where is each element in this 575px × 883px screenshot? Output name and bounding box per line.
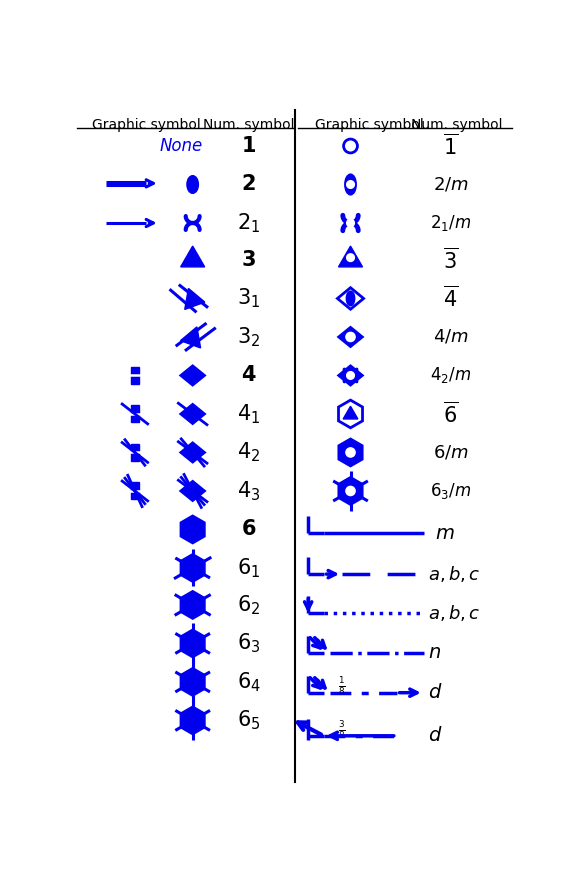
Text: $a,b,c$: $a,b,c$ bbox=[428, 602, 480, 623]
Polygon shape bbox=[181, 404, 205, 424]
Text: Graphic symbol: Graphic symbol bbox=[315, 118, 424, 132]
Polygon shape bbox=[181, 591, 205, 619]
Circle shape bbox=[347, 181, 354, 188]
Text: $6_2$: $6_2$ bbox=[237, 593, 260, 616]
Text: $6/m$: $6/m$ bbox=[433, 443, 469, 462]
Polygon shape bbox=[181, 481, 205, 501]
Text: $6_3$: $6_3$ bbox=[237, 631, 260, 655]
Polygon shape bbox=[185, 289, 205, 309]
Circle shape bbox=[346, 487, 355, 495]
Text: $4/m$: $4/m$ bbox=[433, 328, 469, 346]
Text: $d$: $d$ bbox=[428, 683, 442, 702]
Polygon shape bbox=[338, 366, 363, 386]
Polygon shape bbox=[339, 400, 362, 428]
Text: $m$: $m$ bbox=[435, 524, 455, 543]
Text: $6_4$: $6_4$ bbox=[237, 670, 261, 694]
Polygon shape bbox=[181, 706, 205, 735]
Bar bbox=[131, 444, 139, 461]
Text: $6_3/m$: $6_3/m$ bbox=[430, 481, 472, 501]
Text: $6_1$: $6_1$ bbox=[237, 556, 260, 580]
Text: $\frac{1}{8}$: $\frac{1}{8}$ bbox=[338, 675, 346, 698]
Bar bbox=[131, 482, 139, 500]
Polygon shape bbox=[181, 246, 205, 267]
Polygon shape bbox=[181, 668, 205, 696]
Text: $a,b,c$: $a,b,c$ bbox=[428, 564, 480, 585]
Text: $n$: $n$ bbox=[428, 643, 440, 662]
Circle shape bbox=[346, 332, 355, 342]
Polygon shape bbox=[343, 406, 358, 419]
Circle shape bbox=[347, 372, 354, 380]
Text: $4_2/m$: $4_2/m$ bbox=[430, 366, 472, 386]
Polygon shape bbox=[181, 327, 201, 348]
Text: $3_2$: $3_2$ bbox=[237, 325, 260, 349]
Polygon shape bbox=[181, 555, 205, 582]
Polygon shape bbox=[339, 439, 362, 466]
Polygon shape bbox=[338, 288, 363, 309]
Circle shape bbox=[347, 219, 354, 227]
Text: $\overline{6}$: $\overline{6}$ bbox=[443, 401, 458, 426]
Text: $d$: $d$ bbox=[428, 727, 442, 745]
Ellipse shape bbox=[187, 176, 198, 193]
Text: $2_1/m$: $2_1/m$ bbox=[430, 213, 472, 233]
Polygon shape bbox=[181, 366, 205, 386]
Polygon shape bbox=[181, 516, 205, 543]
Text: Num. symbol: Num. symbol bbox=[203, 118, 294, 132]
Text: None: None bbox=[159, 137, 203, 155]
Ellipse shape bbox=[345, 175, 356, 194]
Text: $\overline{4}$: $\overline{4}$ bbox=[443, 286, 458, 311]
Bar bbox=[131, 405, 139, 422]
Text: 3: 3 bbox=[242, 250, 256, 270]
Polygon shape bbox=[339, 477, 362, 505]
Text: 2: 2 bbox=[242, 175, 256, 194]
Polygon shape bbox=[181, 630, 205, 657]
Text: Num. symbol: Num. symbol bbox=[411, 118, 503, 132]
Text: $6_5$: $6_5$ bbox=[237, 709, 260, 732]
Text: $3_1$: $3_1$ bbox=[237, 287, 260, 310]
Text: 4: 4 bbox=[242, 366, 256, 386]
Text: $\overline{3}$: $\overline{3}$ bbox=[443, 247, 458, 273]
Text: Graphic symbol: Graphic symbol bbox=[92, 118, 201, 132]
Bar bbox=[131, 367, 139, 384]
Text: $\overline{1}$: $\overline{1}$ bbox=[443, 133, 458, 159]
Circle shape bbox=[344, 139, 358, 153]
Polygon shape bbox=[181, 442, 205, 463]
Text: $4_3$: $4_3$ bbox=[237, 479, 260, 502]
Text: $\frac{3}{8}$: $\frac{3}{8}$ bbox=[338, 719, 346, 741]
Text: 1: 1 bbox=[242, 136, 256, 156]
Text: $4_2$: $4_2$ bbox=[237, 441, 260, 464]
Circle shape bbox=[346, 448, 355, 457]
Text: 6: 6 bbox=[242, 519, 256, 540]
Text: $2/m$: $2/m$ bbox=[433, 176, 469, 193]
Ellipse shape bbox=[347, 291, 354, 306]
Text: $2_1$: $2_1$ bbox=[237, 211, 260, 235]
Polygon shape bbox=[338, 327, 363, 347]
Circle shape bbox=[347, 253, 354, 261]
Text: $4_1$: $4_1$ bbox=[237, 402, 260, 426]
Polygon shape bbox=[339, 246, 362, 267]
